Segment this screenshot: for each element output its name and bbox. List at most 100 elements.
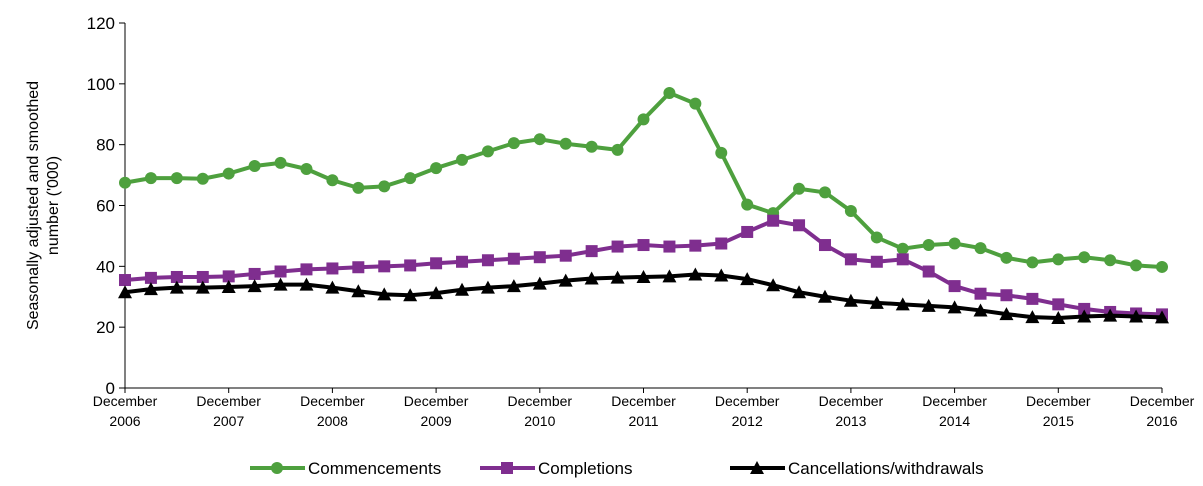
point <box>1078 302 1091 315</box>
point <box>119 274 131 287</box>
x-tick-label: December 2011 <box>611 393 676 429</box>
point <box>793 182 806 195</box>
point <box>740 272 755 286</box>
point <box>274 156 287 169</box>
point <box>585 245 598 258</box>
point <box>973 303 988 317</box>
y-tick-label: 0 <box>106 379 115 398</box>
x-tick-label: December 2013 <box>819 393 884 429</box>
point <box>611 143 624 156</box>
point <box>119 176 131 189</box>
point <box>456 153 469 166</box>
point <box>584 271 599 285</box>
point <box>1000 251 1013 264</box>
point <box>844 204 857 217</box>
point <box>507 252 520 265</box>
point <box>1000 289 1013 302</box>
point <box>222 167 235 180</box>
y-tick-label: 20 <box>96 318 115 337</box>
point <box>767 214 780 227</box>
y-tick-label: 40 <box>96 257 115 276</box>
point <box>559 137 572 150</box>
point <box>429 286 444 300</box>
point <box>636 269 651 283</box>
point <box>403 288 418 302</box>
x-tick-label: December 2016 <box>1130 393 1195 429</box>
point <box>818 186 831 199</box>
x-tick-label: December 2010 <box>508 393 573 429</box>
x-tick-label: December 2008 <box>300 393 365 429</box>
point <box>248 267 261 280</box>
point <box>1026 292 1039 305</box>
point <box>948 237 961 250</box>
point <box>430 162 443 175</box>
point <box>1103 308 1118 322</box>
point <box>196 172 209 185</box>
point <box>715 146 728 159</box>
point <box>533 251 546 264</box>
point <box>144 271 157 284</box>
point <box>1129 309 1144 323</box>
point <box>1026 256 1039 269</box>
point <box>896 253 909 266</box>
point <box>948 280 961 293</box>
point <box>637 113 650 126</box>
point <box>456 255 469 268</box>
point <box>558 273 573 287</box>
point <box>610 270 625 284</box>
legend-label: Commencements <box>308 459 441 478</box>
point <box>663 86 676 99</box>
point <box>689 97 702 110</box>
x-tick-label: December 2007 <box>196 393 261 429</box>
point <box>1130 259 1143 272</box>
point <box>741 198 754 211</box>
point <box>404 259 417 272</box>
point <box>532 276 547 290</box>
point <box>843 293 858 307</box>
point <box>273 277 288 291</box>
point <box>766 278 781 292</box>
y-tick-label: 60 <box>96 197 115 216</box>
x-tick-label: December 2009 <box>404 393 469 429</box>
point <box>844 253 857 266</box>
point <box>999 307 1014 321</box>
point <box>663 240 676 253</box>
point <box>195 280 210 294</box>
point <box>1104 254 1117 267</box>
point <box>1077 309 1092 323</box>
x-tick-label: December 2015 <box>1026 393 1091 429</box>
point <box>818 239 831 252</box>
x-tick-label: December 2014 <box>922 393 987 429</box>
point <box>689 239 702 252</box>
point <box>1155 310 1169 324</box>
point <box>351 284 366 298</box>
point <box>895 297 910 311</box>
y-axis-label: number ('000) <box>45 156 62 255</box>
point <box>715 237 728 250</box>
point <box>611 240 624 253</box>
point <box>501 462 513 474</box>
point <box>196 270 209 283</box>
point <box>1078 251 1091 264</box>
point <box>144 172 157 185</box>
point <box>896 242 909 255</box>
point <box>455 282 470 296</box>
point <box>377 287 392 301</box>
point <box>1051 311 1066 325</box>
point <box>974 242 987 255</box>
point <box>274 265 287 278</box>
point <box>792 285 807 299</box>
point <box>271 462 283 474</box>
point <box>326 174 339 187</box>
point <box>404 172 417 185</box>
point <box>248 159 261 172</box>
point <box>299 277 314 291</box>
point <box>869 295 884 309</box>
y-tick-label: 80 <box>96 136 115 155</box>
point <box>300 163 313 175</box>
point <box>750 461 764 474</box>
point <box>793 219 806 232</box>
point <box>143 282 158 296</box>
point <box>1052 253 1065 266</box>
